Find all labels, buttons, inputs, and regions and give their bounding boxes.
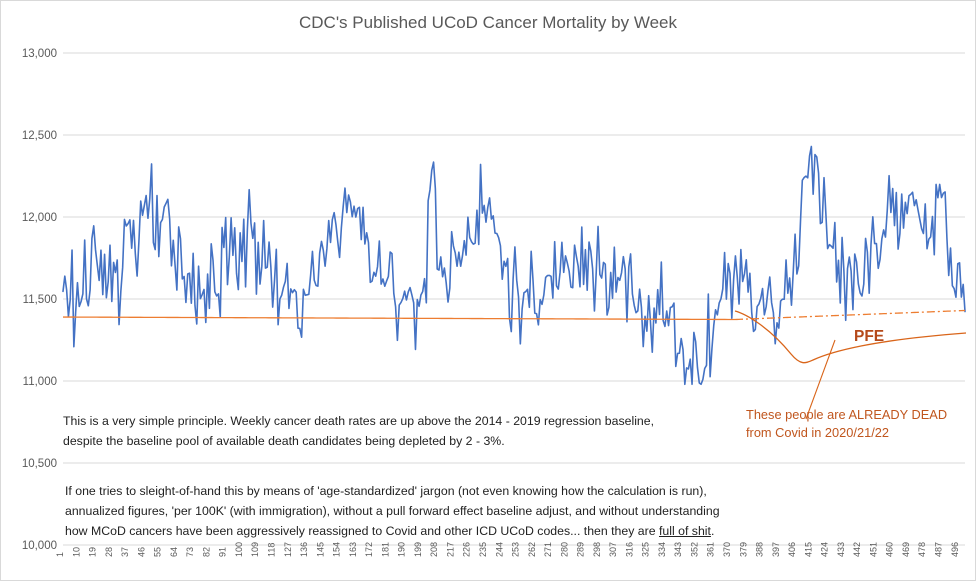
svg-text:91: 91 xyxy=(218,547,228,557)
svg-text:55: 55 xyxy=(153,547,163,557)
svg-text:424: 424 xyxy=(820,542,830,557)
svg-text:82: 82 xyxy=(201,547,211,557)
svg-text:361: 361 xyxy=(706,542,716,557)
svg-text:217: 217 xyxy=(445,542,455,557)
svg-text:280: 280 xyxy=(559,542,569,557)
svg-text:13,000: 13,000 xyxy=(22,48,57,60)
svg-text:10,500: 10,500 xyxy=(22,458,57,470)
svg-text:12,000: 12,000 xyxy=(22,212,57,224)
svg-text:253: 253 xyxy=(511,542,521,557)
svg-text:496: 496 xyxy=(950,542,960,557)
svg-text:406: 406 xyxy=(787,542,797,557)
svg-text:487: 487 xyxy=(934,542,944,557)
svg-text:12,500: 12,500 xyxy=(22,130,57,142)
svg-text:100: 100 xyxy=(234,542,244,557)
svg-text:64: 64 xyxy=(169,547,179,557)
svg-text:433: 433 xyxy=(836,542,846,557)
svg-text:109: 109 xyxy=(250,542,260,557)
svg-text:11,500: 11,500 xyxy=(23,294,57,306)
svg-text:28: 28 xyxy=(104,547,114,557)
svg-text:415: 415 xyxy=(803,542,813,557)
svg-text:469: 469 xyxy=(901,542,911,557)
svg-text:262: 262 xyxy=(527,542,537,557)
svg-text:460: 460 xyxy=(885,542,895,557)
svg-text:334: 334 xyxy=(657,542,667,557)
svg-text:478: 478 xyxy=(917,542,927,557)
svg-text:11,000: 11,000 xyxy=(23,376,57,388)
svg-text:1: 1 xyxy=(55,552,65,557)
svg-text:226: 226 xyxy=(462,542,472,557)
svg-text:235: 235 xyxy=(478,542,488,557)
svg-text:370: 370 xyxy=(722,542,732,557)
svg-text:325: 325 xyxy=(641,542,651,557)
svg-text:37: 37 xyxy=(120,547,130,557)
svg-text:154: 154 xyxy=(332,542,342,557)
svg-text:271: 271 xyxy=(543,542,553,557)
svg-text:181: 181 xyxy=(380,542,390,557)
svg-text:10: 10 xyxy=(71,547,81,557)
svg-text:10,000: 10,000 xyxy=(22,540,57,552)
svg-text:163: 163 xyxy=(348,542,358,557)
svg-text:451: 451 xyxy=(868,542,878,557)
svg-text:PFE: PFE xyxy=(854,328,884,345)
svg-text:244: 244 xyxy=(494,542,504,557)
svg-text:442: 442 xyxy=(852,542,862,557)
svg-text:343: 343 xyxy=(673,542,683,557)
svg-text:136: 136 xyxy=(299,542,309,557)
svg-text:397: 397 xyxy=(771,542,781,557)
svg-text:46: 46 xyxy=(136,547,146,557)
svg-text:208: 208 xyxy=(429,542,439,557)
svg-text:19: 19 xyxy=(88,547,98,557)
svg-text:118: 118 xyxy=(267,543,277,557)
svg-text:298: 298 xyxy=(592,542,602,557)
svg-text:145: 145 xyxy=(315,542,325,557)
svg-text:73: 73 xyxy=(185,547,195,557)
svg-text:289: 289 xyxy=(576,542,586,557)
svg-text:352: 352 xyxy=(690,542,700,557)
svg-text:388: 388 xyxy=(755,542,765,557)
svg-text:199: 199 xyxy=(413,542,423,557)
svg-text:127: 127 xyxy=(283,542,293,557)
svg-text:190: 190 xyxy=(397,542,407,557)
svg-text:379: 379 xyxy=(738,542,748,557)
svg-text:316: 316 xyxy=(624,542,634,557)
svg-text:172: 172 xyxy=(364,542,374,557)
svg-text:307: 307 xyxy=(608,542,618,557)
